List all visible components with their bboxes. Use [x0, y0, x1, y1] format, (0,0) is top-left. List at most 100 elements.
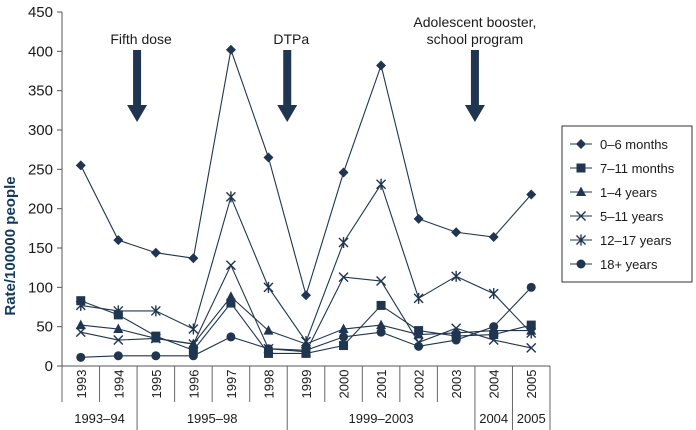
x-tick-label: 1995 — [149, 370, 164, 399]
data-point-triangle — [413, 329, 424, 339]
arrow-down-icon — [470, 50, 479, 106]
x-tick-label: 2005 — [524, 370, 539, 399]
x-tick-label: 2001 — [374, 370, 389, 399]
axes: 0 50 100 150 200 250 300 350 400 450 1993 1994 1995 1… — [28, 4, 551, 430]
data-point-star — [188, 323, 199, 335]
data-point-circle — [339, 332, 349, 342]
y-tick-label: 350 — [28, 83, 53, 100]
x-tick-label: 1993 — [74, 370, 89, 399]
data-point-triangle — [338, 323, 349, 334]
y-tick-label: 250 — [28, 161, 53, 178]
annotations: Fifth dose DTPa Adolescent booster,school … — [110, 14, 536, 122]
legend-item: 12–17 years — [570, 233, 672, 248]
data-point-circle — [263, 344, 273, 354]
data-point-diamond — [150, 247, 161, 258]
arrow-head-icon — [464, 105, 485, 122]
annotation-text: DTPa — [273, 31, 309, 47]
x-tick-label: 1999 — [299, 370, 314, 399]
data-point-circle — [414, 341, 424, 351]
data-point-square — [263, 348, 273, 358]
data-point-star — [301, 336, 311, 348]
data-point-triangle — [263, 325, 274, 335]
y-tick-label: 50 — [36, 319, 53, 336]
legend-label: 7–11 months — [600, 161, 675, 176]
data-point-square — [226, 298, 236, 308]
legend-label: 0–6 months — [600, 137, 668, 152]
data-point-diamond — [526, 189, 537, 200]
data-point-diamond — [376, 60, 387, 71]
data-point-star — [413, 292, 424, 304]
data-point-x — [113, 335, 124, 346]
legend-item: 0–6 months — [570, 137, 668, 152]
y-tick-label: 450 — [28, 4, 53, 21]
x-tick-label: 2003 — [449, 370, 464, 399]
data-point-circle — [76, 352, 86, 362]
data-point-circle — [489, 322, 499, 332]
data-point-circle — [188, 351, 198, 361]
series-5 — [75, 178, 537, 348]
data-point-x — [150, 333, 161, 344]
data-point-diamond — [225, 44, 236, 55]
data-point-x — [526, 342, 537, 353]
data-point-x — [338, 272, 349, 283]
data-point-triangle — [75, 319, 86, 330]
data-point-x — [488, 335, 499, 346]
y-tick-label: 0 — [45, 358, 53, 375]
period-label: 1995–98 — [187, 411, 238, 426]
data-point-circle — [226, 332, 236, 342]
data-point-star — [75, 299, 86, 311]
legend-label: 5–11 years — [600, 209, 664, 224]
legend-label: 12–17 years — [600, 233, 672, 248]
legend-item: 5–11 years — [570, 209, 664, 224]
data-point-diamond — [301, 290, 311, 301]
data-point-star — [150, 305, 161, 317]
legend-item: 7–11 months — [570, 161, 675, 176]
data-point-triangle — [225, 291, 236, 301]
arrow-head-icon — [277, 105, 298, 122]
period-label: 1999–2003 — [349, 411, 414, 426]
data-point-star — [526, 327, 537, 339]
series-line — [80, 47, 532, 298]
data-point-star — [488, 288, 499, 300]
y-tick-label: 150 — [28, 240, 53, 257]
x-tick-label: 1996 — [186, 370, 201, 399]
x-tick-label: 2000 — [337, 370, 352, 399]
data-point-triangle — [113, 323, 124, 334]
data-point-x — [576, 211, 586, 221]
data-point-circle — [576, 259, 586, 269]
data-point-square — [339, 341, 349, 351]
legend-item: 18+ years — [570, 257, 658, 272]
legend: 0–6 months 7–11 months 1–4 years 5–11 years… — [561, 125, 693, 283]
data-point-triangle — [576, 186, 586, 196]
data-point-triangle — [451, 327, 462, 337]
y-tick-label: 300 — [28, 122, 53, 139]
data-point-square — [526, 320, 536, 330]
data-point-circle — [301, 345, 311, 355]
data-point-diamond — [113, 235, 124, 246]
y-tick-label: 400 — [28, 43, 53, 60]
data-point-x — [376, 276, 387, 287]
data-point-x — [188, 338, 199, 349]
arrow-down-icon — [283, 50, 292, 106]
y-axis-label: Rate/100000 people — [2, 176, 19, 315]
x-tick-label: 2004 — [487, 370, 502, 399]
data-point-circle — [151, 351, 161, 361]
data-point-x — [451, 323, 462, 334]
data-point-star — [113, 305, 124, 317]
data-point-star — [451, 270, 462, 282]
annotation-text: school program — [427, 31, 524, 47]
data-point-star — [263, 281, 274, 293]
data-point-square — [188, 345, 198, 355]
data-point-square — [576, 163, 586, 173]
series-6 — [76, 282, 536, 362]
series-1 — [75, 44, 537, 301]
data-point-circle — [451, 335, 461, 345]
data-point-diamond — [188, 253, 199, 264]
data-point-circle — [526, 282, 536, 292]
data-point-star — [225, 191, 236, 203]
data-point-circle — [376, 327, 386, 337]
data-point-square — [376, 300, 386, 310]
series-line — [80, 183, 532, 343]
annotation-text: Adolescent booster, — [413, 14, 536, 30]
